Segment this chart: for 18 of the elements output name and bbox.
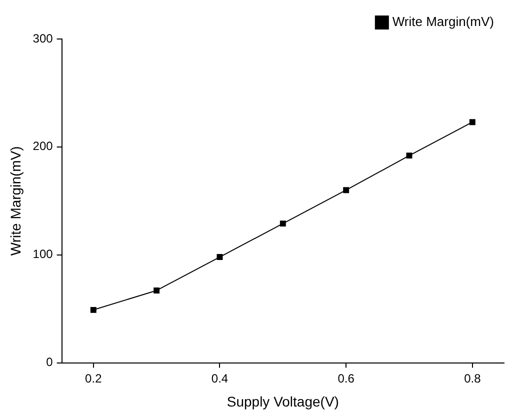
point — [90, 306, 96, 313]
x-tick-label: 0.2 — [85, 371, 102, 386]
point — [216, 254, 223, 260]
y-tick-label: 0 — [46, 355, 54, 370]
y-axis-title: Write Margin(mV) — [7, 146, 24, 256]
point — [154, 288, 160, 294]
y-tick-label: 200 — [32, 139, 54, 154]
point — [343, 187, 350, 194]
y-tick-label: 300 — [32, 31, 54, 46]
point — [406, 152, 412, 159]
y-tick-label: 100 — [32, 247, 54, 262]
x-tick-label: 0.8 — [464, 371, 482, 386]
legend-label: Write Margin(mV) — [392, 14, 494, 30]
point — [469, 119, 476, 126]
x-tick-label: 0.6 — [338, 371, 355, 386]
point — [280, 220, 286, 227]
x-axis-title: Supply Voltage(V) — [226, 393, 339, 410]
x-tick-label: 0.4 — [211, 371, 228, 386]
